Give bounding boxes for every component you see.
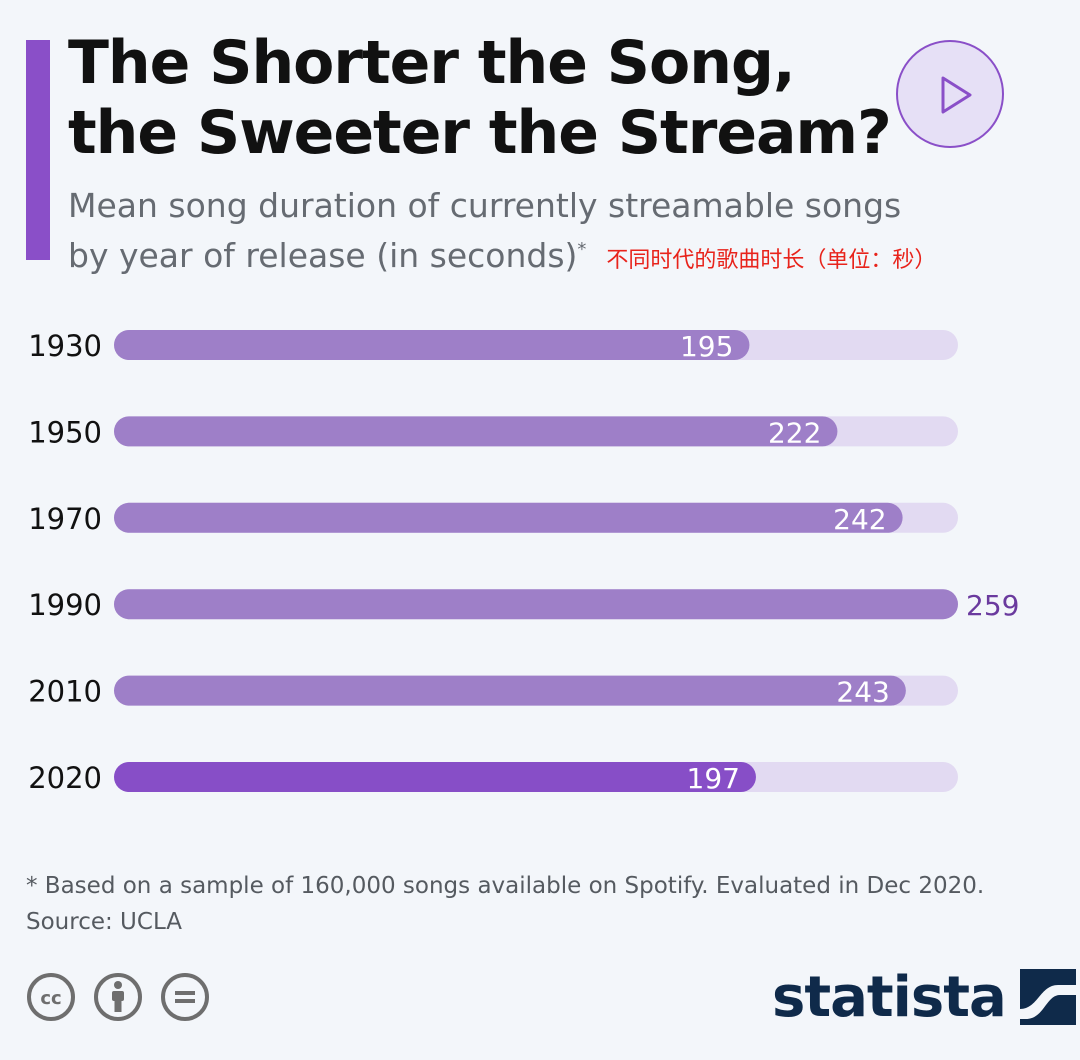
value-label-1970: 242 (833, 503, 886, 536)
category-label-2020: 2020 (28, 761, 102, 795)
chart-title: The Shorter the Song, the Sweeter the St… (68, 28, 892, 168)
value-label-2020: 197 (687, 762, 740, 795)
svg-text:cc: cc (40, 988, 61, 1009)
accent-bar (26, 40, 50, 260)
category-label-1950: 1950 (28, 415, 102, 449)
bar-chart: 1930 195 1950 222 1970 242 1990 259 2010 243 2020 1… (28, 329, 1019, 795)
bar-2020 (114, 762, 756, 792)
category-label-1930: 1930 (28, 329, 102, 363)
chart-subtitle: Mean song duration of currently streamab… (68, 184, 1028, 283)
title-line-2: the Sweeter the Stream? (68, 98, 892, 168)
cc-icon[interactable]: cc (26, 972, 76, 1022)
category-label-2010: 2010 (28, 675, 102, 709)
play-button[interactable] (896, 40, 1004, 148)
category-label-1990: 1990 (28, 588, 102, 622)
value-label-1990: 259 (966, 589, 1019, 622)
value-label-2010: 243 (836, 676, 889, 709)
bar-row-2020: 2020 197 (28, 761, 958, 795)
statista-logo-icon (1019, 969, 1076, 1025)
no-derivatives-icon[interactable] (160, 972, 210, 1022)
footnote: * Based on a sample of 160,000 songs ava… (26, 868, 1066, 940)
title-line-1: The Shorter the Song, (68, 28, 796, 98)
bar-1970 (114, 502, 903, 533)
bar-row-1930: 1930 195 (28, 329, 958, 363)
bar-1930 (114, 330, 750, 360)
attribution-icon[interactable] (93, 972, 143, 1022)
bar-1950 (114, 416, 838, 447)
chinese-annotation: 不同时代的歌曲时长（单位：秒） (606, 248, 937, 273)
bar-1990 (114, 589, 958, 620)
statista-brand[interactable]: statista (772, 962, 1076, 1032)
subtitle-line-2: by year of release (in seconds) (68, 236, 578, 275)
bar-row-2010: 2010 243 (28, 675, 958, 709)
value-label-1950: 222 (768, 416, 821, 449)
value-label-1930: 195 (680, 330, 733, 363)
license-icons: cc (26, 972, 222, 1028)
bar-row-1970: 1970 242 (28, 502, 958, 536)
category-label-1970: 1970 (28, 502, 102, 536)
bar-row-1950: 1950 222 (28, 415, 958, 449)
play-icon (941, 76, 972, 114)
bar-2010 (114, 675, 906, 706)
subtitle-line-1: Mean song duration of currently streamab… (68, 186, 902, 225)
footnote-source: Source: UCLA (26, 909, 183, 935)
subtitle-line-2-wrap: by year of release (in seconds)* 不同时代的歌曲时… (68, 228, 1028, 283)
bar-row-1990: 1990 259 (28, 588, 1019, 622)
subtitle-asterisk: * (577, 239, 587, 260)
footnote-note: * Based on a sample of 160,000 songs ava… (26, 873, 985, 899)
brand-name: statista (772, 964, 1007, 1030)
